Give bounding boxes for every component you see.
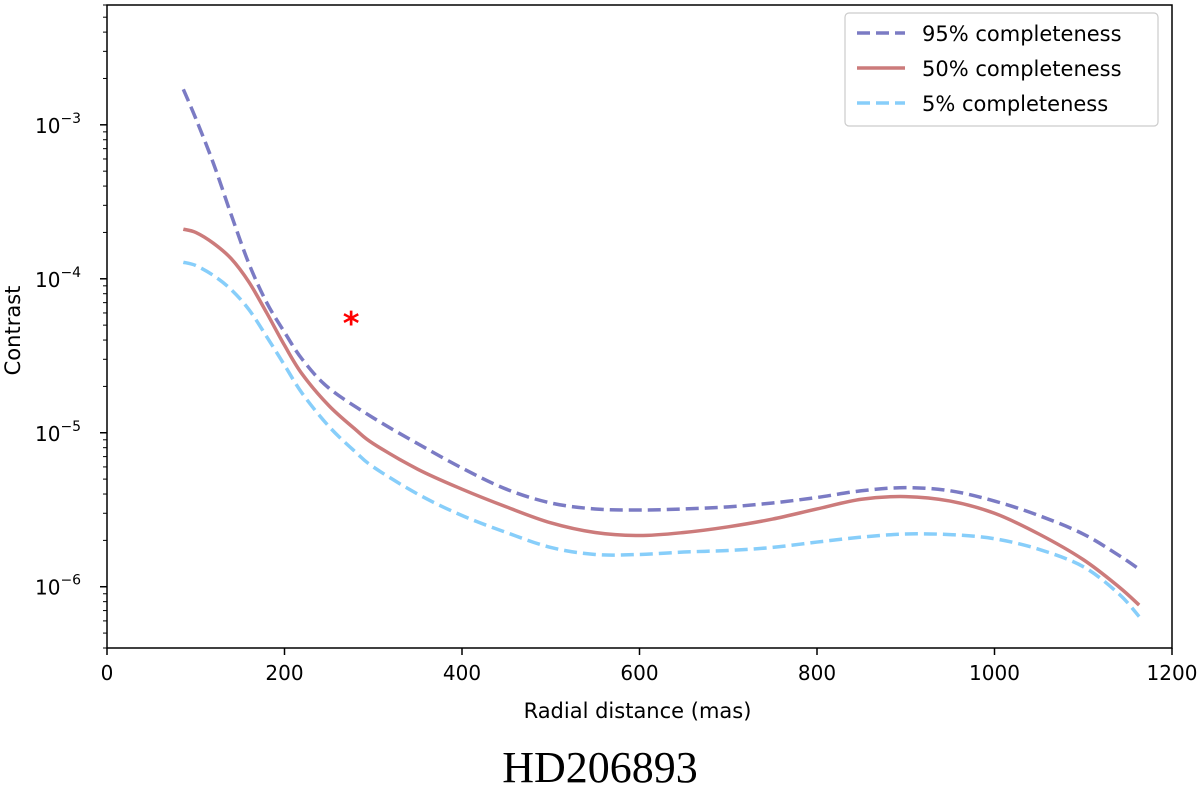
legend-label-2: 50% completeness bbox=[922, 57, 1122, 81]
legend-label-1: 95% completeness bbox=[922, 22, 1122, 46]
x-tick-label: 1200 bbox=[1147, 661, 1198, 685]
x-tick-label: 1000 bbox=[969, 661, 1020, 685]
legend: 95% completeness 50% completeness 5% compl… bbox=[844, 12, 1159, 127]
x-tick-label: 600 bbox=[620, 661, 658, 685]
y-tick-label: 10−6 bbox=[35, 573, 81, 600]
plot-area: * bbox=[181, 88, 1141, 618]
y-axis-label: Contrast bbox=[1, 286, 25, 376]
legend-box bbox=[844, 12, 1159, 127]
y-tick-label: 10−4 bbox=[35, 265, 81, 292]
series-line-1 bbox=[181, 88, 1141, 571]
x-tick-label: 400 bbox=[443, 661, 481, 685]
axes: 0 200 400 600 800 1000 1200 10−6 10−5 10−4 10−3 Rad… bbox=[1, 4, 1198, 723]
x-axis-label: Radial distance (mas) bbox=[524, 699, 752, 723]
x-tick-label: 200 bbox=[265, 661, 303, 685]
figure-caption: HD206893 bbox=[502, 743, 698, 792]
x-tick-label: 800 bbox=[798, 661, 836, 685]
series-line-2 bbox=[182, 227, 1141, 607]
y-tick-label: 10−5 bbox=[35, 419, 81, 446]
y-tick-label: 10−3 bbox=[35, 111, 81, 138]
series-line-3 bbox=[182, 260, 1141, 618]
data-marker-star: * bbox=[343, 304, 360, 342]
x-tick-label: 0 bbox=[101, 661, 114, 685]
legend-label-3: 5% completeness bbox=[922, 92, 1108, 116]
